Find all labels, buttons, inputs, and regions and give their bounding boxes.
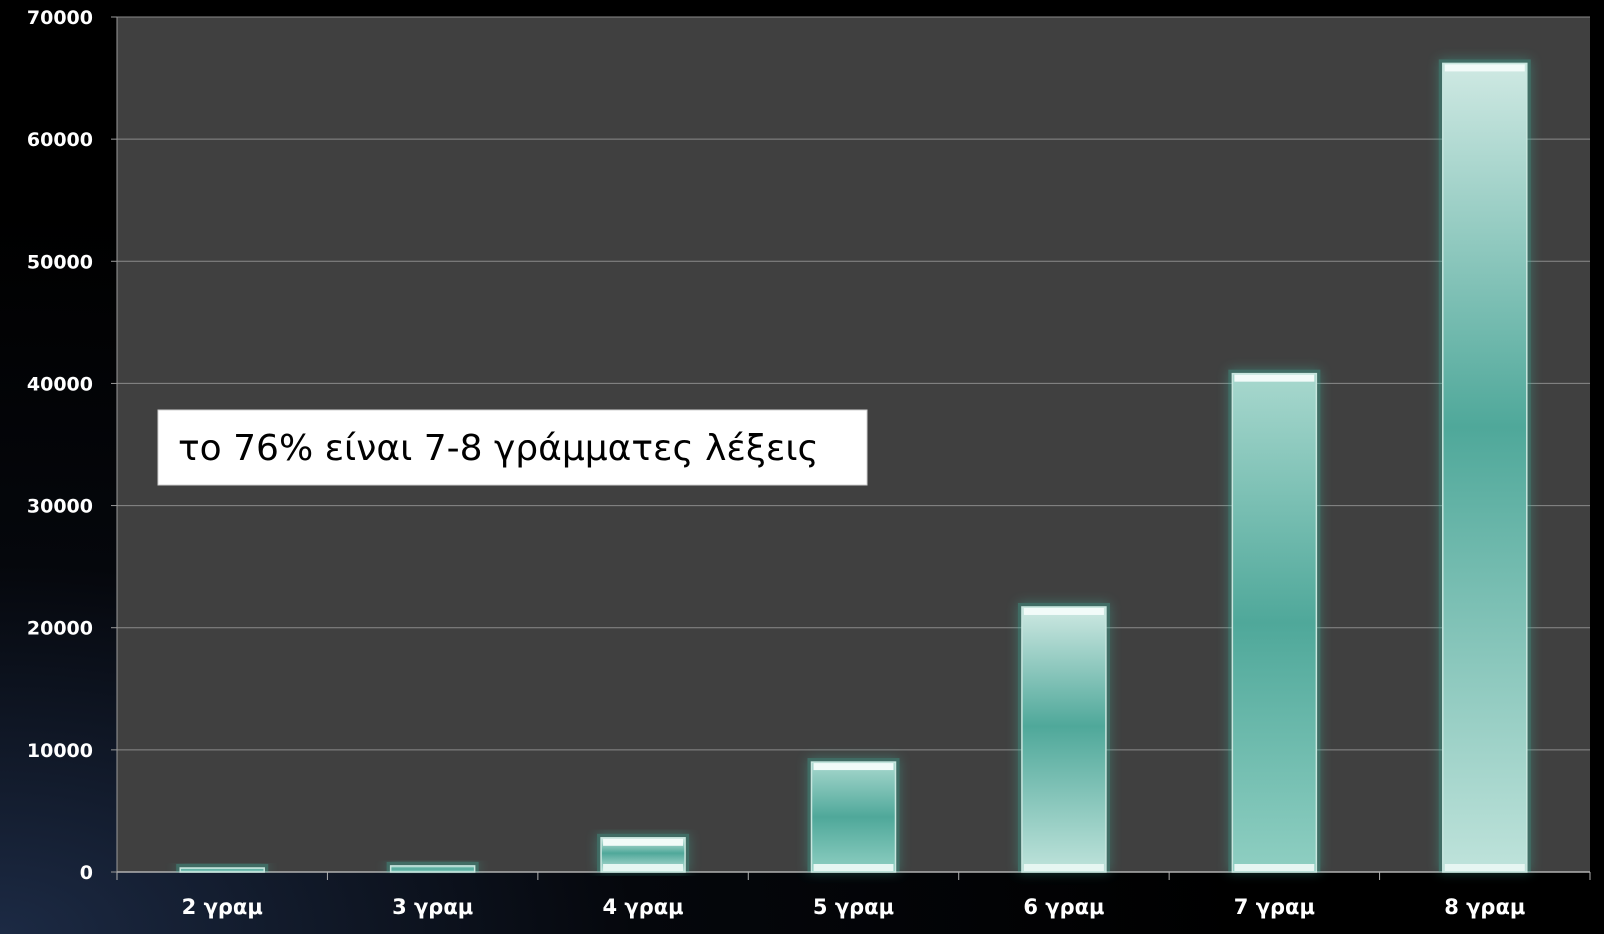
bar xyxy=(1228,369,1321,873)
x-tick-label: 2 γραμ xyxy=(182,895,263,919)
annotation-box: το 76% είναι 7-8 γράμματες λέξεις xyxy=(157,409,868,486)
bar-body xyxy=(1231,372,1318,873)
x-axis: 2 γραμ 3 γραμ 4 γραμ 5 γραμ 6 γραμ 7 γραμ 8 γρ… xyxy=(116,871,1591,919)
y-tick-label: 0 xyxy=(80,862,93,884)
x-tick-label: 5 γραμ xyxy=(813,895,894,919)
annotation-text: το 76% είναι 7-8 γράμματες λέξεις xyxy=(178,428,819,469)
bar xyxy=(386,861,479,873)
bar-top-bevel xyxy=(813,763,894,771)
bar-bottom-bevel xyxy=(1023,864,1104,871)
bar-bottom-bevel xyxy=(603,864,684,871)
y-tick-label: 10000 xyxy=(27,740,93,762)
bar xyxy=(176,864,269,873)
y-tick-label: 60000 xyxy=(27,129,93,151)
bar-body xyxy=(1021,606,1107,873)
bar-body xyxy=(179,867,265,873)
y-tick-label: 20000 xyxy=(27,618,93,640)
bar-top-bevel xyxy=(603,838,684,846)
y-tick-label: 30000 xyxy=(27,496,93,518)
bar-body xyxy=(1442,62,1528,873)
bar xyxy=(807,758,900,873)
bar xyxy=(1438,59,1531,873)
x-tick-label: 7 γραμ xyxy=(1234,895,1315,919)
bar-bottom-bevel xyxy=(1444,864,1525,871)
x-tick-label: 4 γραμ xyxy=(603,895,684,919)
bar xyxy=(1017,602,1110,873)
annotation-box-bg xyxy=(157,409,868,486)
bar-top-bevel xyxy=(1023,607,1104,615)
bar-bottom-bevel xyxy=(813,864,894,871)
x-tick-label: 3 γραμ xyxy=(392,895,473,919)
bar xyxy=(597,833,690,873)
bar-body xyxy=(810,761,897,873)
y-tick-label: 50000 xyxy=(27,251,93,273)
y-tick-label: 70000 xyxy=(27,7,93,29)
gridlines xyxy=(117,16,1590,751)
bars xyxy=(176,59,1531,873)
bar-top-bevel xyxy=(1444,64,1525,72)
y-axis: 0 10000 20000 30000 40000 50000 60000 70000 xyxy=(27,7,118,884)
y-tick-label: 40000 xyxy=(27,373,93,395)
bar-bottom-bevel xyxy=(1234,864,1315,871)
bar-body xyxy=(389,865,476,873)
x-tick-label: 6 γραμ xyxy=(1023,895,1104,919)
x-tick-label: 8 γραμ xyxy=(1444,895,1525,919)
bar-top-bevel xyxy=(1234,374,1315,382)
